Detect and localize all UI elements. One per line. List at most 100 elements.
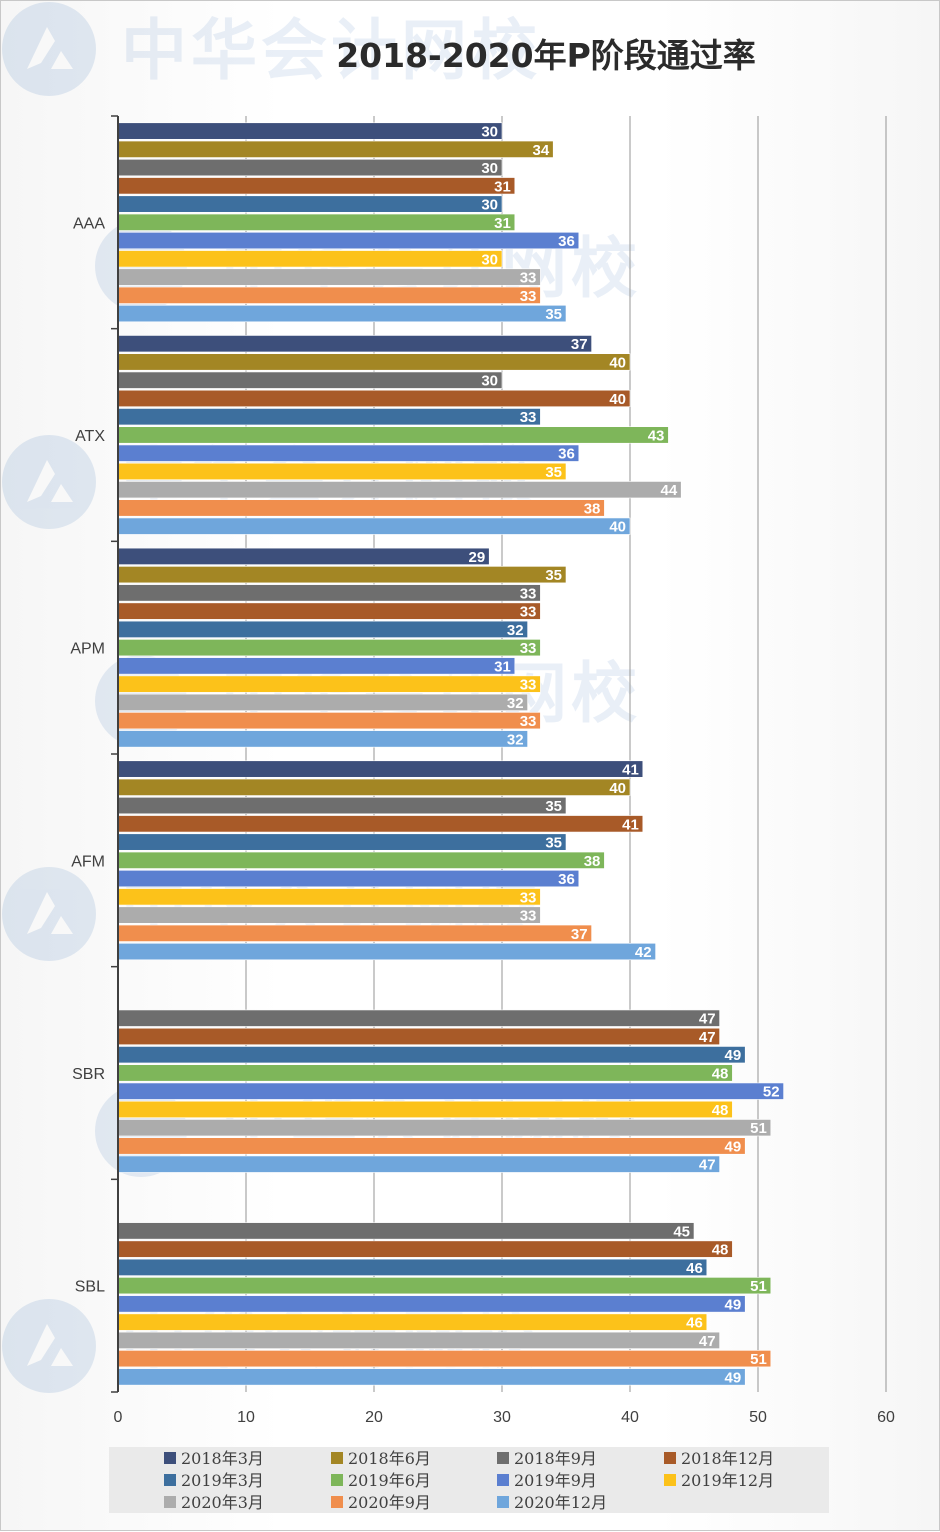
bar-value-label: 45 [673, 1223, 690, 1240]
bar-SBL-2020年3月 [117, 1331, 720, 1349]
bar-value-label: 47 [699, 1029, 716, 1046]
bar-ATX-2019年3月 [117, 408, 541, 426]
legend-item: 2019年6月 [331, 1471, 431, 1490]
bar-value-label: 49 [725, 1138, 742, 1155]
legend-label: 2020年9月 [348, 1493, 431, 1512]
bar-value-label: 30 [481, 197, 498, 214]
watermark-logo-circle [2, 1299, 96, 1393]
bar-value-label: 40 [609, 780, 626, 797]
bar-AFM-2019年12月 [117, 888, 541, 906]
bar-AFM-2018年12月 [117, 815, 644, 833]
bar-SBL-2019年12月 [117, 1313, 708, 1331]
bar-ATX-2018年6月 [117, 353, 631, 371]
bar-SBL-2020年12月 [117, 1368, 746, 1386]
legend-swatch [664, 1474, 676, 1486]
legend-label: 2019年12月 [681, 1471, 774, 1490]
bar-SBL-2019年6月 [117, 1277, 772, 1295]
watermark-logo [2, 1299, 96, 1393]
bar-ATX-2018年3月 [117, 335, 592, 353]
bar-value-label: 48 [712, 1065, 729, 1082]
bar-SBR-2018年12月 [117, 1027, 720, 1046]
bar-APM-2018年6月 [117, 566, 567, 584]
legend-swatch [664, 1452, 676, 1464]
bar-SBR-2018年9月 [117, 1009, 720, 1027]
bar-AAA-2019年3月 [117, 195, 503, 213]
watermark-logo-mark [27, 27, 73, 69]
watermark-logo-circle [2, 867, 96, 961]
bar-value-label: 33 [520, 288, 537, 305]
bar-APM-2020年9月 [117, 712, 541, 730]
bar-value-label: 42 [635, 944, 652, 961]
legend-swatch [164, 1452, 176, 1464]
bar-APM-2019年12月 [117, 675, 541, 693]
legend-swatch [164, 1496, 176, 1508]
bar-value-label: 40 [609, 354, 626, 371]
bar-SBR-2019年6月 [117, 1064, 733, 1082]
bar-SBL-2018年9月 [117, 1222, 695, 1240]
x-tick-label: 10 [237, 1409, 255, 1426]
bar-value-label: 31 [494, 178, 511, 195]
bar-value-label: 35 [545, 835, 562, 852]
bar-value-label: 34 [533, 142, 550, 159]
bar-value-label: 33 [520, 409, 537, 426]
bar-ATX-2019年9月 [117, 444, 580, 462]
legend-swatch [164, 1474, 176, 1486]
bar-ATX-2019年6月 [117, 426, 669, 444]
bar-value-label: 51 [750, 1278, 767, 1295]
bar-AAA-2020年12月 [117, 304, 567, 323]
bar-SBL-2020年9月 [117, 1350, 772, 1368]
bar-AAA-2018年9月 [117, 158, 503, 177]
watermark-logo-mark [27, 892, 73, 934]
chart-title: 2018-2020年P阶段通过率 [336, 36, 756, 75]
bar-value-label: 49 [725, 1296, 742, 1313]
legend-label: 2020年3月 [181, 1493, 264, 1512]
x-tick-label: 40 [621, 1409, 639, 1426]
legend-item: 2018年3月 [164, 1449, 264, 1468]
legend-swatch [331, 1474, 343, 1486]
gridlines [245, 116, 887, 1392]
bar-value-label: 43 [648, 427, 665, 444]
bar-value-label: 33 [520, 604, 537, 621]
bar-APM-2020年3月 [117, 693, 528, 711]
category-label: APM [70, 641, 105, 658]
bar-SBL-2019年3月 [117, 1258, 708, 1276]
bar-value-label: 47 [699, 1333, 716, 1350]
bar-AFM-2020年3月 [117, 906, 541, 924]
legend-swatch [497, 1496, 509, 1508]
bar-SBL-2019年9月 [117, 1295, 746, 1313]
legend-item: 2018年12月 [664, 1449, 774, 1468]
bar-value-label: 48 [712, 1242, 729, 1259]
legend-item: 2019年9月 [497, 1471, 597, 1490]
bar-value-label: 51 [750, 1120, 767, 1137]
watermark-logo [2, 867, 96, 961]
bar-AFM-2018年3月 [117, 760, 644, 778]
bar-AAA-2019年12月 [117, 250, 503, 268]
bar-APM-2018年12月 [117, 602, 541, 620]
x-tick-label: 60 [877, 1409, 895, 1426]
watermark-text: 中华会计网校 [121, 12, 541, 89]
bar-value-label: 37 [571, 926, 588, 943]
bar-value-label: 30 [481, 251, 498, 268]
category-label: AFM [71, 853, 105, 870]
legend-item: 2018年6月 [331, 1449, 431, 1468]
watermark-logo-circle [2, 2, 96, 96]
bar-value-label: 36 [558, 871, 575, 888]
bars-group: 3034303130313630333335374030403343363544… [117, 122, 784, 1386]
bar-value-label: 52 [763, 1084, 780, 1101]
bar-value-label: 33 [520, 585, 537, 602]
legend-item: 2018年9月 [497, 1449, 597, 1468]
bar-value-label: 35 [545, 464, 562, 481]
category-label: SBL [75, 1279, 105, 1296]
bar-value-label: 49 [725, 1369, 742, 1386]
bar-value-label: 31 [494, 215, 511, 232]
bar-value-label: 32 [507, 695, 524, 712]
bar-AAA-2019年9月 [117, 231, 580, 250]
legend-label: 2019年6月 [348, 1471, 431, 1490]
bar-value-label: 41 [622, 762, 639, 779]
category-label: ATX [75, 428, 105, 445]
legend-label: 2018年3月 [181, 1449, 264, 1468]
x-tick-label: 30 [493, 1409, 511, 1426]
bar-value-label: 38 [584, 853, 601, 870]
